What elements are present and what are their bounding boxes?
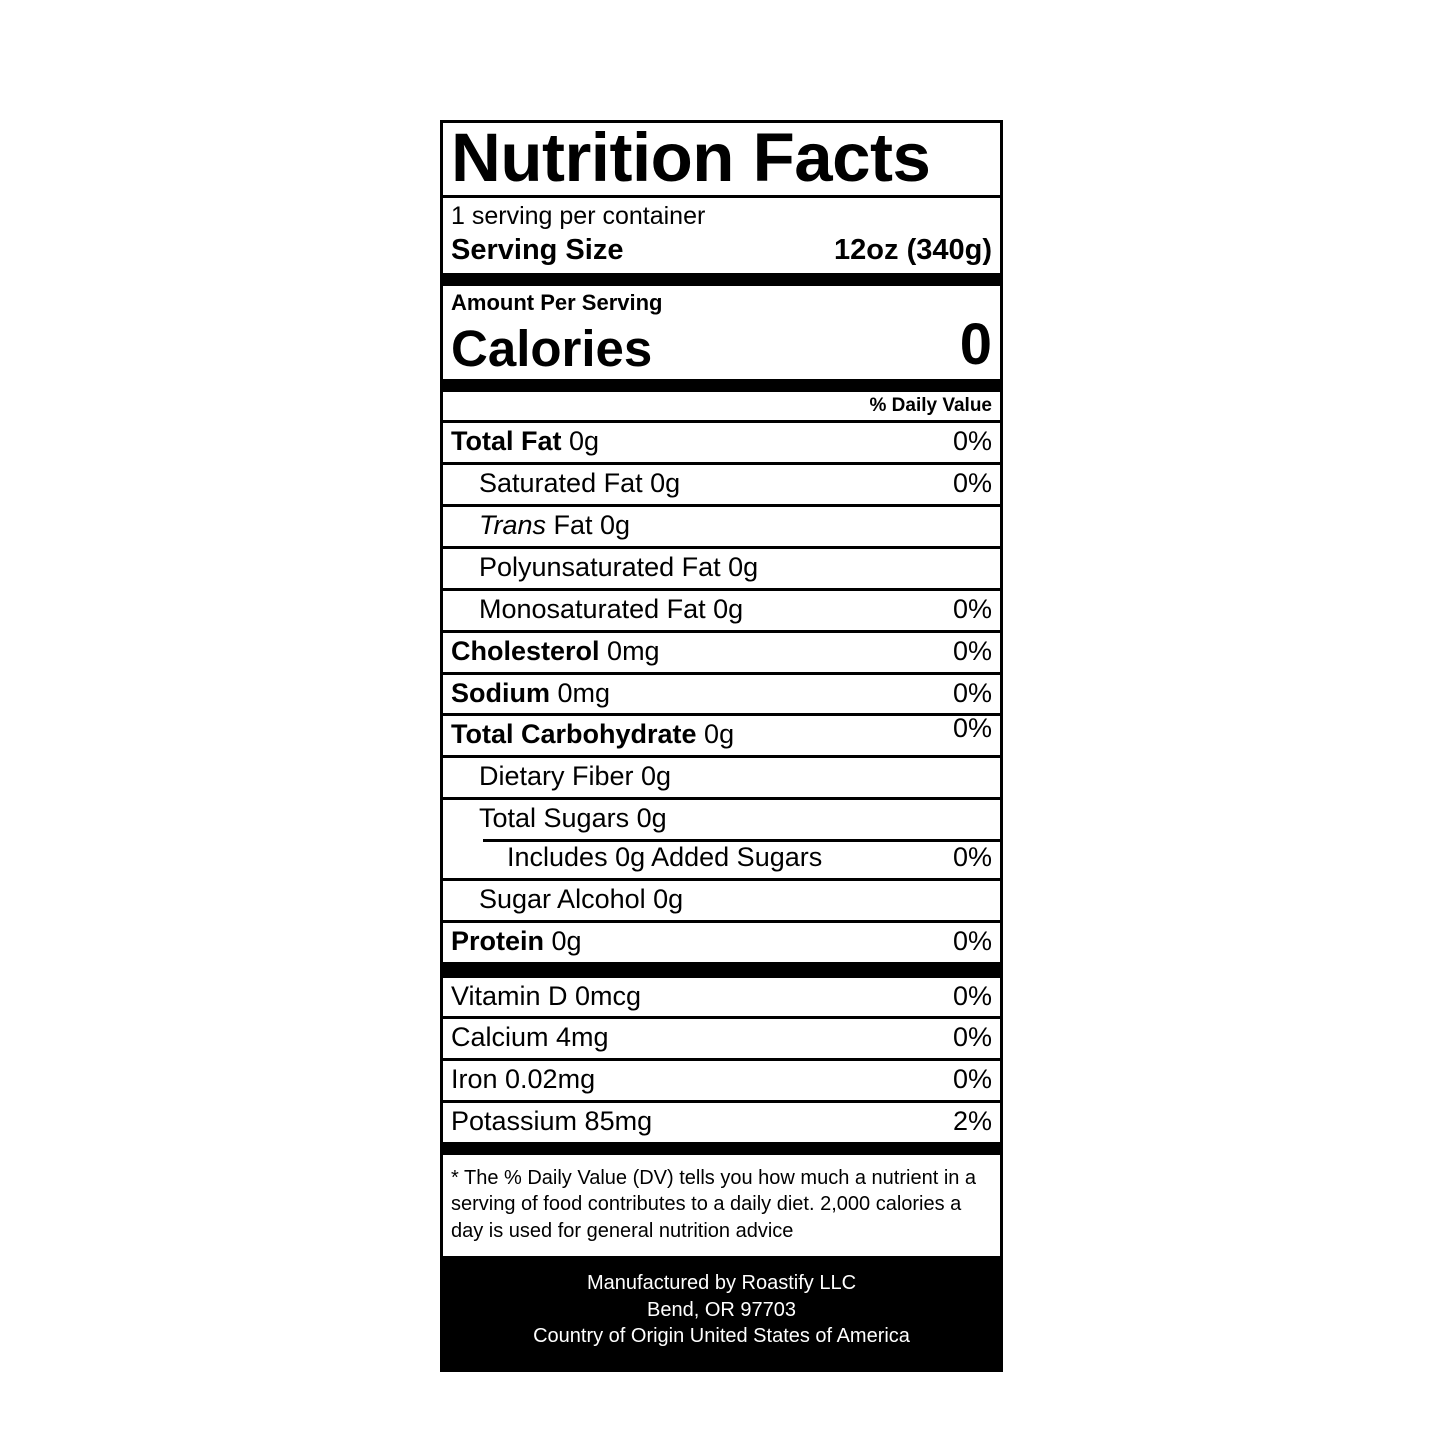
- nutrition-facts-label: Nutrition Facts 1 serving per container …: [440, 119, 1003, 1373]
- trans-fat-label-italic: Trans: [479, 510, 547, 541]
- potassium-dv: 2%: [952, 1106, 992, 1137]
- cholesterol-dv: 0%: [952, 635, 992, 666]
- total-carbohydrate-amount: 0g: [704, 719, 735, 750]
- calories-row: Calories 0: [443, 316, 1000, 379]
- table-row-total-sugars: Total Sugars 0g: [443, 797, 1000, 839]
- servings-per-container: 1 serving per container: [451, 201, 706, 230]
- saturated-fat-dv: 0%: [952, 468, 992, 499]
- table-row-total-fat: Total Fat 0g 0%: [443, 420, 1000, 462]
- page-title: Nutrition Facts: [451, 119, 931, 196]
- total-fat-label: Total Fat: [451, 426, 562, 457]
- daily-value-footnote: * The % Daily Value (DV) tells you how m…: [451, 1166, 977, 1242]
- serving-size-row: Serving Size 12oz (340g): [443, 232, 1000, 273]
- trans-fat-label-rest: Fat 0g: [553, 510, 631, 541]
- table-row-total-carbohydrate: Total Carbohydrate 0g 0%: [443, 713, 1000, 755]
- total-carbohydrate-dv: 0%: [952, 713, 992, 744]
- nutrient-name: Trans Fat 0g: [451, 510, 630, 542]
- table-row-protein: Protein 0g 0%: [443, 919, 1000, 962]
- protein-label: Protein: [451, 925, 545, 956]
- calories-value: 0: [959, 312, 992, 378]
- protein-dv: 0%: [952, 925, 992, 956]
- cholesterol-amount: 0mg: [607, 635, 660, 666]
- calcium-dv: 0%: [952, 1022, 992, 1053]
- dietary-fiber-label: Dietary Fiber 0g: [479, 761, 672, 792]
- manufacturer-address: Bend, OR 97703: [647, 1298, 796, 1321]
- polyunsaturated-fat-label: Polyunsaturated Fat 0g: [479, 551, 759, 582]
- monosaturated-fat-label: Monosaturated Fat 0g: [479, 593, 744, 624]
- total-fat-dv: 0%: [952, 426, 992, 457]
- potassium-label: Potassium 85mg: [451, 1106, 653, 1137]
- iron-dv: 0%: [952, 1064, 992, 1095]
- nutrient-name: Total Carbohydrate 0g: [451, 719, 734, 751]
- total-fat-amount: 0g: [569, 426, 600, 457]
- table-row-saturated-fat: Saturated Fat 0g 0%: [443, 462, 1000, 504]
- vitamin-d-label: Vitamin D 0mcg: [451, 980, 642, 1011]
- sugar-alcohol-label: Sugar Alcohol 0g: [479, 883, 684, 914]
- table-row-cholesterol: Cholesterol 0mg 0%: [443, 629, 1000, 672]
- table-row-vitamin-d: Vitamin D 0mcg 0%: [443, 974, 1000, 1017]
- table-row-potassium: Potassium 85mg 2%: [443, 1100, 1000, 1142]
- sodium-amount: 0mg: [557, 677, 611, 708]
- manufacturer-block: Manufactured by Roastify LLC Bend, OR 97…: [443, 1256, 1000, 1370]
- table-row-polyunsaturated-fat: Polyunsaturated Fat 0g: [443, 545, 1000, 588]
- table-row-sodium: Sodium 0mg 0%: [443, 671, 1000, 714]
- iron-label: Iron 0.02mg: [451, 1064, 596, 1095]
- serving-size-value: 12oz (340g): [834, 234, 992, 267]
- manufacturer-name: Manufactured by Roastify LLC: [586, 1272, 857, 1295]
- section-divider-calories: [443, 379, 1000, 393]
- calories-label: Calories: [451, 320, 653, 378]
- section-divider-footnote: [443, 1141, 1000, 1155]
- amount-per-serving-label: Amount Per Serving: [451, 290, 663, 316]
- protein-amount: 0g: [551, 925, 582, 956]
- table-row-trans-fat: Trans Fat 0g: [443, 504, 1000, 546]
- nutrient-name: Sodium 0mg: [451, 678, 610, 710]
- daily-value-header: % Daily Value: [869, 395, 992, 417]
- added-sugars-dv: 0%: [952, 841, 992, 872]
- total-sugars-label: Total Sugars 0g: [479, 803, 667, 834]
- section-divider-vitamins: [443, 961, 1000, 975]
- nutrient-name: Cholesterol 0mg: [451, 636, 660, 668]
- table-row-iron: Iron 0.02mg 0%: [443, 1058, 1000, 1100]
- vitamin-d-dv: 0%: [952, 980, 992, 1011]
- section-divider-servings: [443, 273, 1000, 287]
- table-row-sugar-alcohol: Sugar Alcohol 0g: [443, 877, 1000, 920]
- saturated-fat-label: Saturated Fat 0g: [479, 468, 681, 499]
- sodium-label: Sodium: [451, 677, 550, 708]
- cholesterol-label: Cholesterol: [451, 635, 600, 666]
- serving-size-label: Serving Size: [451, 234, 624, 267]
- title-divider: [443, 194, 1000, 198]
- table-row-monosaturated-fat: Monosaturated Fat 0g 0%: [443, 587, 1000, 630]
- nutrient-name: Total Fat 0g: [451, 426, 599, 458]
- sodium-dv: 0%: [952, 677, 992, 708]
- table-row-added-sugars: Includes 0g Added Sugars 0%: [443, 838, 1000, 878]
- monosaturated-fat-dv: 0%: [952, 593, 992, 624]
- country-of-origin: Country of Origin United States of Ameri…: [533, 1324, 910, 1347]
- table-row-dietary-fiber: Dietary Fiber 0g: [443, 755, 1000, 797]
- nutrient-name: Protein 0g: [451, 926, 582, 958]
- calcium-label: Calcium 4mg: [451, 1022, 609, 1053]
- table-row-calcium: Calcium 4mg 0%: [443, 1016, 1000, 1058]
- added-sugars-label: Includes 0g Added Sugars: [507, 841, 823, 872]
- total-carbohydrate-label: Total Carbohydrate: [451, 719, 697, 750]
